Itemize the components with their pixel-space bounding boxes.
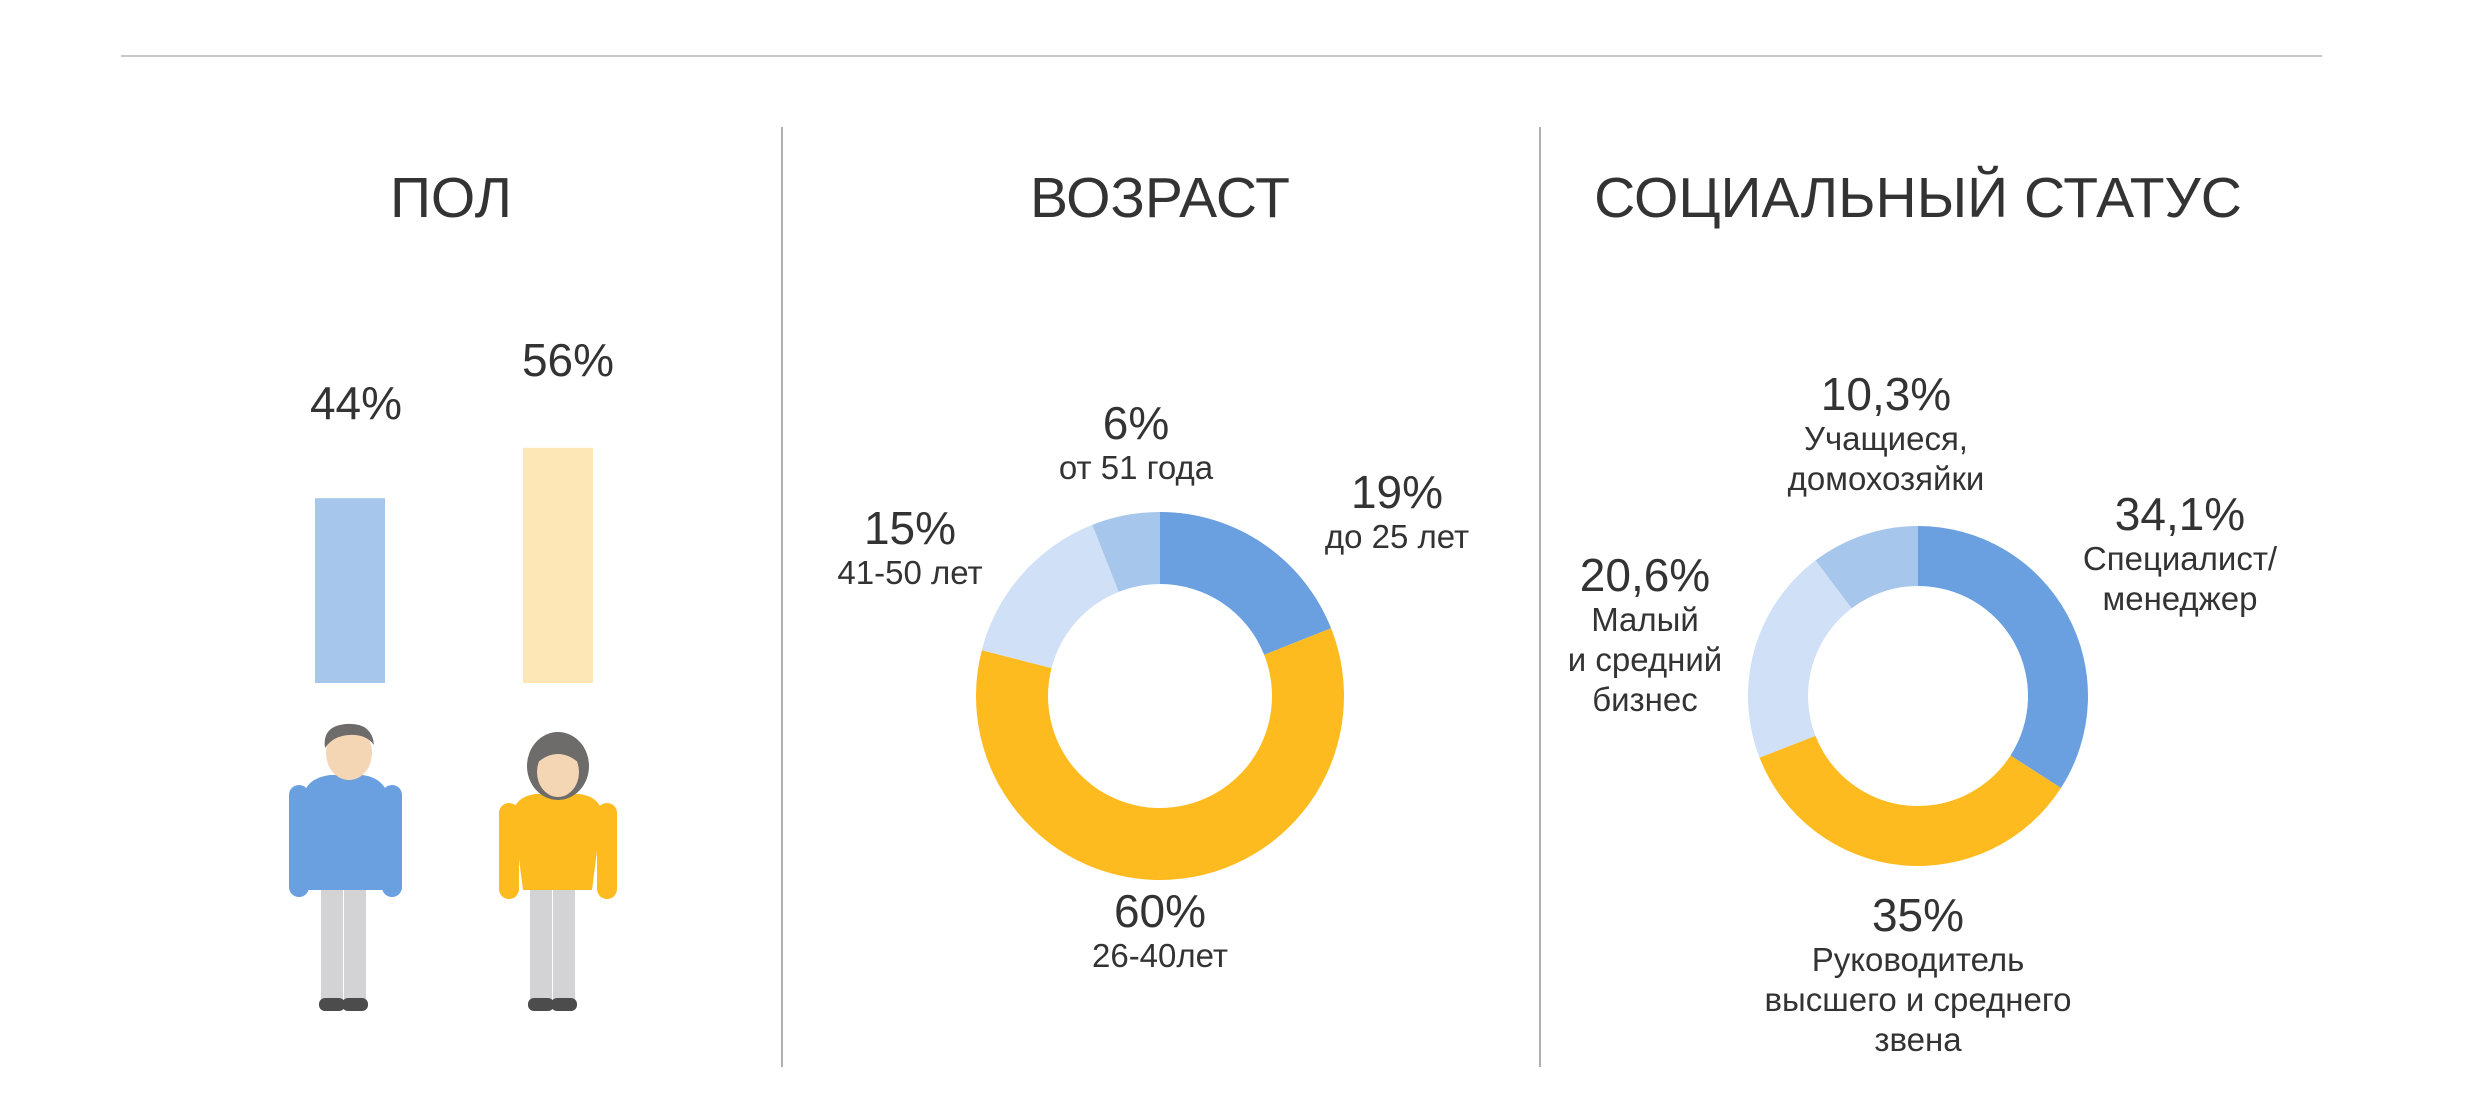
- age-label-41-50: 15% 41-50 лет: [837, 503, 982, 593]
- woman-icon: [499, 732, 617, 1011]
- age-caption-41-50: 41-50 лет: [837, 554, 983, 591]
- woman-left-shoe: [528, 998, 554, 1011]
- age-label-26-40: 60% 26-40лет: [1092, 886, 1228, 976]
- age-slice-2: [981, 524, 1119, 669]
- man-right-leg: [344, 886, 366, 1008]
- gender-bar-label-male: 44%: [309, 377, 403, 429]
- age-slice-1: [976, 628, 1345, 881]
- woman-right-arm: [597, 803, 617, 899]
- age-pct-41-50: 15%: [863, 502, 957, 554]
- age-label-under-25: 19% до 25 лет: [1325, 467, 1469, 557]
- man-icon: [289, 723, 402, 1011]
- status-caption-business-1: Малый: [1591, 601, 1699, 638]
- woman-head: [537, 747, 579, 797]
- gender-bar-female: [523, 447, 593, 683]
- age-pct-under-25: 19%: [1350, 466, 1444, 518]
- top-divider: [121, 55, 2322, 57]
- woman-right-leg: [553, 886, 575, 1008]
- woman-right-shoe: [551, 998, 577, 1011]
- status-caption-specialist-2: менеджер: [2102, 580, 2258, 617]
- status-label-business: 20,6% Малый и средний бизнес: [1568, 550, 1722, 720]
- status-pct-specialist: 34,1%: [2114, 488, 2246, 540]
- column-divider-1: [781, 127, 783, 1067]
- age-pct-26-40: 60%: [1113, 885, 1207, 937]
- status-slice-0: [1918, 526, 2088, 788]
- column-divider-2: [1539, 127, 1541, 1067]
- woman-left-leg: [530, 886, 552, 1008]
- status-slice-2: [1747, 560, 1852, 758]
- woman-left-arm: [499, 803, 519, 899]
- gender-bar-male: [315, 498, 385, 683]
- status-caption-executive-2: высшего и среднего: [1764, 981, 2072, 1018]
- status-title: СОЦИАЛЬНЫЙ СТАТУС: [1594, 166, 2242, 230]
- status-slice-1: [1759, 735, 2061, 867]
- man-left-shoe: [319, 998, 345, 1011]
- gender-bar-label-female: 56%: [521, 334, 615, 386]
- status-slice-3: [1815, 526, 1918, 609]
- man-head: [326, 726, 372, 780]
- status-pct-business: 20,6%: [1579, 549, 1711, 601]
- status-label-students: 10,3% Учащиеся, домохозяйки: [1788, 369, 1985, 499]
- status-label-specialist: 34,1% Специалист/ менеджер: [2083, 489, 2277, 619]
- status-caption-students-1: Учащиеся,: [1803, 420, 1968, 457]
- age-pct-51-plus: 6%: [1102, 397, 1170, 449]
- age-label-51-plus: 6% от 51 года: [1059, 398, 1213, 488]
- status-caption-business-3: бизнес: [1592, 681, 1698, 718]
- status-caption-students-2: домохозяйки: [1787, 460, 1985, 497]
- age-caption-under-25: до 25 лет: [1324, 518, 1470, 555]
- age-title: ВОЗРАСТ: [1030, 166, 1290, 230]
- age-caption-51-plus: от 51 года: [1058, 449, 1214, 486]
- status-pct-executive: 35%: [1871, 889, 1965, 941]
- age-caption-26-40: 26-40лет: [1091, 937, 1229, 974]
- status-caption-business-2: и средний: [1567, 641, 1723, 678]
- age-slice-0: [1160, 512, 1332, 655]
- man-left-leg: [321, 886, 343, 1008]
- age-slice-3: [1092, 512, 1160, 592]
- status-label-executive: 35% Руководитель высшего и среднего звен…: [1765, 890, 2072, 1060]
- man-right-shoe: [342, 998, 368, 1011]
- woman-bangs: [535, 744, 581, 765]
- man-torso: [302, 775, 389, 890]
- status-pct-students: 10,3%: [1820, 368, 1952, 420]
- status-caption-specialist-1: Специалист/: [2082, 540, 2278, 577]
- status-caption-executive-1: Руководитель: [1811, 941, 2025, 978]
- status-caption-executive-3: звена: [1874, 1021, 1962, 1058]
- gender-title: ПОЛ: [389, 166, 513, 230]
- woman-torso: [513, 794, 602, 890]
- man-hair: [324, 723, 374, 748]
